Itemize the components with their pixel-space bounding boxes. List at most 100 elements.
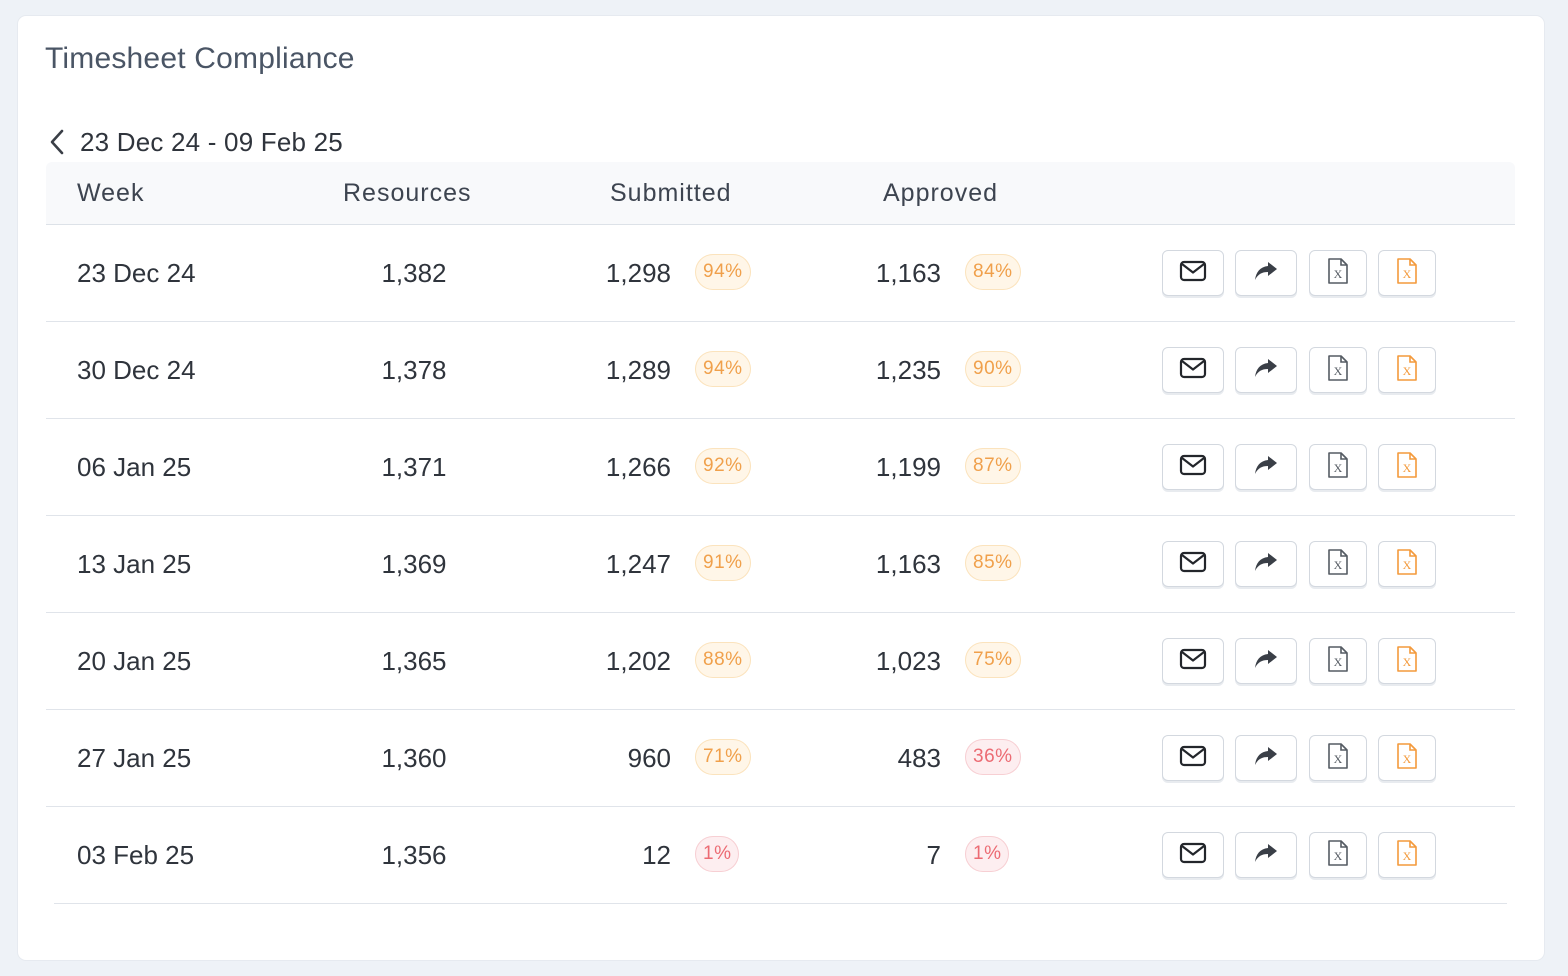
submitted-percent-badge: 91%: [695, 545, 751, 581]
email-button[interactable]: [1162, 638, 1224, 684]
export-excel-orange-button[interactable]: X: [1378, 444, 1436, 490]
header-week: Week: [77, 179, 145, 207]
email-button[interactable]: [1162, 541, 1224, 587]
email-button[interactable]: [1162, 347, 1224, 393]
excel-icon: X: [1327, 839, 1349, 872]
export-excel-orange-button[interactable]: X: [1378, 541, 1436, 587]
excel-orange-icon: X: [1396, 839, 1418, 872]
date-range-label: 23 Dec 24 - 09 Feb 25: [80, 126, 343, 157]
svg-text:X: X: [1403, 558, 1412, 572]
share-icon: [1253, 842, 1279, 869]
svg-text:X: X: [1403, 364, 1412, 378]
table-row-4: 13 Jan 25 1,369 1,247 91% 1,163 85% X: [46, 516, 1515, 613]
excel-icon: X: [1327, 257, 1349, 290]
svg-text:X: X: [1334, 364, 1343, 378]
mail-icon: [1179, 551, 1207, 578]
export-excel-button[interactable]: X: [1309, 541, 1367, 587]
submitted-percent-badge: 94%: [695, 254, 751, 290]
svg-text:X: X: [1403, 267, 1412, 281]
submitted-percent-badge: 88%: [695, 642, 751, 678]
approved-count: 483: [897, 743, 941, 773]
approved-percent-badge: 75%: [965, 642, 1021, 678]
export-excel-button[interactable]: X: [1309, 832, 1367, 878]
export-excel-button[interactable]: X: [1309, 444, 1367, 490]
week-cell: 13 Jan 25: [77, 549, 192, 579]
svg-text:X: X: [1334, 752, 1343, 766]
mail-icon: [1179, 357, 1207, 384]
export-excel-button[interactable]: X: [1309, 735, 1367, 781]
chevron-left-icon[interactable]: [48, 128, 68, 156]
share-button[interactable]: [1235, 735, 1297, 781]
submitted-count: 1,247: [605, 549, 671, 579]
email-button[interactable]: [1162, 250, 1224, 296]
resources-cell: 1,378: [381, 355, 447, 385]
export-excel-orange-button[interactable]: X: [1378, 735, 1436, 781]
export-excel-orange-button[interactable]: X: [1378, 638, 1436, 684]
export-excel-button[interactable]: X: [1309, 347, 1367, 393]
share-button[interactable]: [1235, 638, 1297, 684]
svg-text:X: X: [1403, 655, 1412, 669]
svg-text:X: X: [1403, 461, 1412, 475]
excel-orange-icon: X: [1396, 742, 1418, 775]
export-excel-orange-button[interactable]: X: [1378, 832, 1436, 878]
approved-count: 1,199: [875, 452, 941, 482]
approved-percent-badge: 87%: [965, 448, 1021, 484]
export-excel-orange-button[interactable]: X: [1378, 250, 1436, 296]
approved-percent-badge: 1%: [965, 836, 1010, 872]
table-row-3: 06 Jan 25 1,371 1,266 92% 1,199 87% X: [46, 419, 1515, 516]
approved-count: 1,163: [875, 258, 941, 288]
share-button[interactable]: [1235, 832, 1297, 878]
table-row-7: 03 Feb 25 1,356 12 1% 7 1% X: [46, 807, 1515, 903]
svg-text:X: X: [1403, 849, 1412, 863]
mail-icon: [1179, 648, 1207, 675]
week-cell: 23 Dec 24: [77, 258, 196, 288]
submitted-percent-badge: 71%: [695, 739, 751, 775]
timesheet-compliance-card: Timesheet Compliance 23 Dec 24 - 09 Feb …: [18, 16, 1544, 960]
share-button[interactable]: [1235, 250, 1297, 296]
export-excel-orange-button[interactable]: X: [1378, 347, 1436, 393]
share-icon: [1253, 260, 1279, 287]
week-cell: 27 Jan 25: [77, 743, 192, 773]
table-body: 23 Dec 24 1,382 1,298 94% 1,163 84% X: [46, 225, 1515, 903]
share-icon: [1253, 648, 1279, 675]
approved-count: 1,235: [875, 355, 941, 385]
excel-icon: X: [1327, 742, 1349, 775]
week-cell: 03 Feb 25: [77, 840, 195, 870]
resources-cell: 1,360: [381, 743, 447, 773]
submitted-percent-badge: 94%: [695, 351, 751, 387]
email-button[interactable]: [1162, 444, 1224, 490]
mail-icon: [1179, 454, 1207, 481]
export-excel-button[interactable]: X: [1309, 250, 1367, 296]
svg-text:X: X: [1334, 267, 1343, 281]
share-icon: [1253, 745, 1279, 772]
resources-cell: 1,382: [381, 258, 447, 288]
submitted-count: 960: [627, 743, 671, 773]
email-button[interactable]: [1162, 735, 1224, 781]
email-button[interactable]: [1162, 832, 1224, 878]
week-cell: 20 Jan 25: [77, 646, 192, 676]
approved-percent-badge: 90%: [965, 351, 1021, 387]
excel-icon: X: [1327, 645, 1349, 678]
week-cell: 06 Jan 25: [77, 452, 192, 482]
svg-text:X: X: [1334, 849, 1343, 863]
date-range-nav[interactable]: 23 Dec 24 - 09 Feb 25: [48, 124, 343, 160]
excel-orange-icon: X: [1396, 354, 1418, 387]
excel-icon: X: [1327, 354, 1349, 387]
excel-orange-icon: X: [1396, 451, 1418, 484]
excel-icon: X: [1327, 451, 1349, 484]
compliance-table: Week Resources Submitted Approved 23 Dec…: [46, 162, 1515, 904]
export-excel-button[interactable]: X: [1309, 638, 1367, 684]
mail-icon: [1179, 260, 1207, 287]
table-row-5: 20 Jan 25 1,365 1,202 88% 1,023 75% X: [46, 613, 1515, 710]
submitted-count: 12: [642, 840, 671, 870]
approved-count: 1,163: [875, 549, 941, 579]
share-button[interactable]: [1235, 541, 1297, 587]
share-button[interactable]: [1235, 347, 1297, 393]
table-row-1: 23 Dec 24 1,382 1,298 94% 1,163 84% X: [46, 225, 1515, 322]
table-row-6: 27 Jan 25 1,360 960 71% 483 36% X: [46, 710, 1515, 807]
table-row-2: 30 Dec 24 1,378 1,289 94% 1,235 90% X: [46, 322, 1515, 419]
svg-text:X: X: [1334, 558, 1343, 572]
share-button[interactable]: [1235, 444, 1297, 490]
submitted-percent-badge: 92%: [695, 448, 751, 484]
header-approved: Approved: [883, 179, 999, 207]
